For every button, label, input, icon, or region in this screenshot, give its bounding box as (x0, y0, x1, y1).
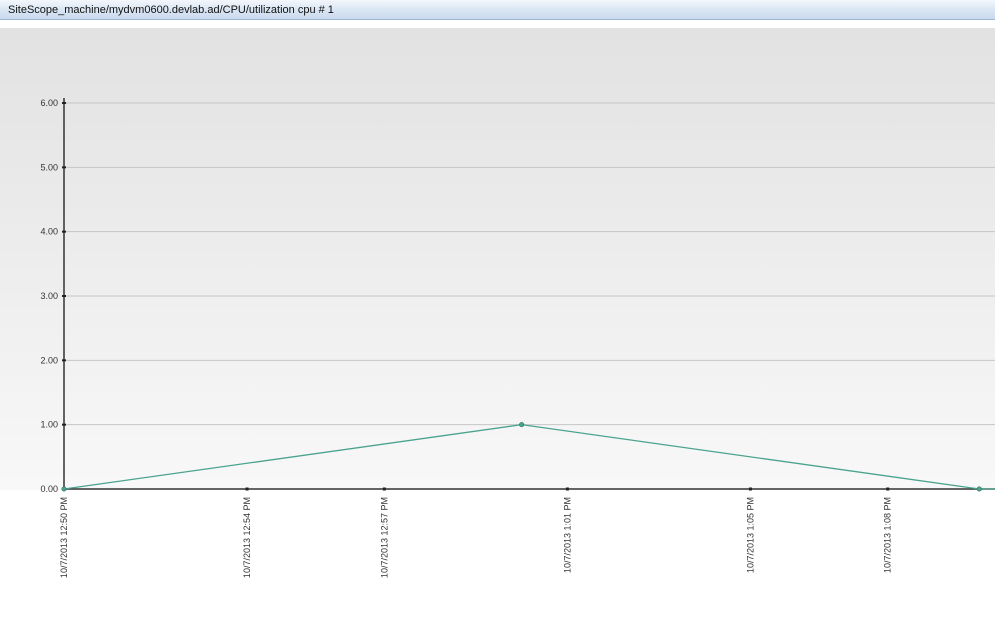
x-tick-2 (382, 487, 386, 491)
data-point-2 (976, 486, 982, 492)
x-tick-label-1: 10/7/2013 12:54 PM (242, 497, 252, 578)
y-tick-label-1.00: 1.00 (40, 420, 58, 430)
chart-title-bar: SiteScope_machine/mydvm0600.devlab.ad/CP… (0, 0, 995, 20)
x-tick-label-2: 10/7/2013 12:57 PM (379, 497, 389, 578)
cpu-utilization-chart: 0.00 1.00 2.00 3.00 4.00 5.00 6.00 10/7/2013 12… (0, 20, 995, 625)
x-tick-label-3: 10/7/2013 1:01 PM (562, 497, 572, 573)
series-layer (61, 422, 995, 492)
x-tick-3 (565, 487, 569, 491)
x-tick-label-4: 10/7/2013 1:05 PM (745, 497, 755, 573)
data-point-0 (61, 486, 67, 492)
y-tick-label-0.00: 0.00 (40, 484, 58, 494)
y-tick-label-6.00: 6.00 (40, 98, 58, 108)
grid-lines (64, 102, 995, 426)
y-tick-label-5.00: 5.00 (40, 162, 58, 172)
x-tick-label-5: 10/7/2013 1:08 PM (883, 497, 893, 573)
data-point-1 (519, 422, 525, 428)
plot-background (0, 28, 995, 490)
x-tick-label-0: 10/7/2013 12:50 PM (59, 497, 69, 578)
chart-window-title: SiteScope_machine/mydvm0600.devlab.ad/CP… (8, 4, 334, 16)
y-tick-label-4.00: 4.00 (40, 227, 58, 237)
y-tick-label-2.00: 2.00 (40, 355, 58, 365)
y-tick-label-3.00: 3.00 (40, 291, 58, 301)
x-tick-4 (748, 487, 752, 491)
tick-labels: 0.00 1.00 2.00 3.00 4.00 5.00 6.00 10/7/2013 12… (40, 98, 892, 578)
x-tick-5 (886, 487, 890, 491)
series-line-0 (63, 424, 995, 490)
x-tick-1 (245, 487, 249, 491)
